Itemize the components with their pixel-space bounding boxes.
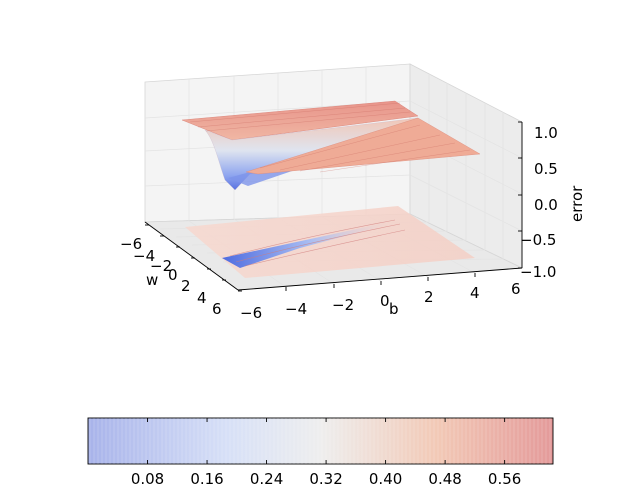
colorbar-tick-label: 0.56	[488, 470, 521, 488]
x-tick-label: 0	[168, 266, 178, 284]
z-tick-label: −1.0	[520, 263, 556, 281]
y-tick-label: 0	[380, 292, 390, 310]
y-tick-label: 2	[424, 288, 434, 306]
tick-marks	[145, 121, 522, 292]
z-tick-label: −0.5	[520, 231, 556, 249]
surface-plateau-back	[181, 100, 419, 141]
x-tick-label: 4	[197, 289, 207, 307]
z-tick-label: 0.5	[534, 160, 558, 178]
y-tick-labels: −6 −4 −2 0 2 4 6	[240, 280, 521, 322]
x-tick-label: 2	[181, 277, 191, 295]
colorbar-tick-label: 0.08	[131, 470, 164, 488]
x-tick-label: −6	[120, 235, 142, 253]
colorbar-tick-label: 0.16	[190, 470, 223, 488]
y-tick-label: −6	[240, 304, 262, 322]
x-tick-label: −2	[150, 257, 172, 275]
z-axis-label: error	[568, 185, 586, 222]
colorbar-stripes	[89, 418, 551, 464]
colorbar-tick-label: 0.40	[369, 470, 402, 488]
y-tick-label: −2	[332, 296, 354, 314]
surface-mesh	[189, 102, 471, 173]
colorbar-tick-label: 0.24	[250, 470, 283, 488]
z-tick-labels: 1.0 0.5 0.0 −0.5 −1.0	[520, 124, 558, 281]
colorbar-tick-label: 0.32	[309, 470, 342, 488]
contour-projection	[185, 206, 475, 278]
contour-lines	[229, 219, 406, 267]
x-axis-label: w	[146, 271, 158, 289]
z-tick-label: 0.0	[534, 196, 558, 214]
colorbar-ticks: 0.08 0.16 0.24 0.32 0.40 0.48 0.56	[131, 418, 521, 488]
surface	[181, 100, 481, 191]
colorbar-tick-label: 0.48	[428, 470, 461, 488]
y-tick-label: −4	[285, 300, 307, 318]
x-tick-label: 6	[212, 300, 222, 318]
x-tick-label: −4	[133, 247, 155, 265]
z-tick-label: 1.0	[534, 124, 558, 142]
x-tick-labels: −6 −4 −2 0 2 4 6	[120, 235, 222, 318]
y-axis-label: b	[389, 300, 399, 318]
surface-front-sheet	[245, 117, 481, 175]
y-tick-label: 6	[511, 280, 521, 298]
colorbar: 0.08 0.16 0.24 0.32 0.40 0.48 0.56	[87, 417, 554, 488]
y-tick-label: 4	[470, 284, 480, 302]
colorbar-fill	[87, 417, 554, 465]
